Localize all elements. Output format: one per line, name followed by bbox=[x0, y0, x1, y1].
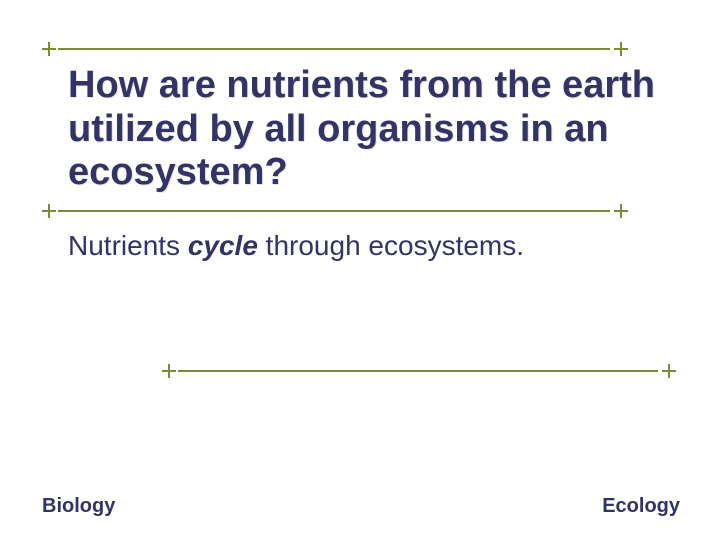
slide: How are nutrients from the earth utilize… bbox=[0, 0, 720, 540]
body-emphasis: cycle bbox=[188, 230, 258, 261]
body-post: through ecosystems. bbox=[258, 230, 524, 261]
title-rule-top bbox=[58, 48, 610, 50]
body-pre: Nutrients bbox=[68, 230, 188, 261]
corner-tick-icon bbox=[162, 364, 176, 378]
title-rule-bottom bbox=[58, 210, 610, 212]
footer-right: Ecology bbox=[602, 495, 680, 518]
corner-tick-icon bbox=[614, 42, 628, 56]
slide-title: How are nutrients from the earth utilize… bbox=[68, 64, 660, 195]
body-text: Nutrients cycle through ecosystems. bbox=[68, 230, 524, 262]
corner-tick-icon bbox=[614, 204, 628, 218]
corner-tick-icon bbox=[42, 204, 56, 218]
corner-tick-icon bbox=[662, 364, 676, 378]
corner-tick-icon bbox=[42, 42, 56, 56]
body-rule bbox=[178, 370, 658, 372]
title-block: How are nutrients from the earth utilize… bbox=[68, 64, 660, 195]
footer-left: Biology bbox=[42, 495, 115, 518]
